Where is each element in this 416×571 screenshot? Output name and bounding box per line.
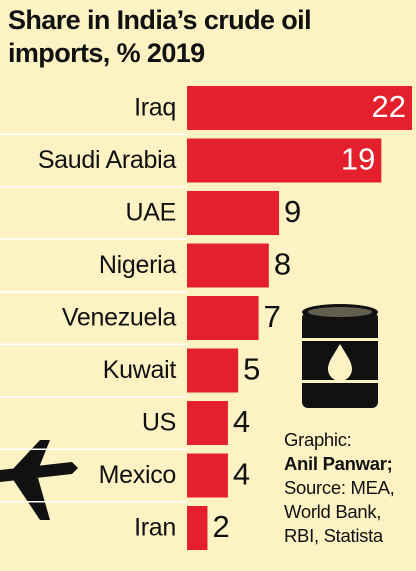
bar — [187, 401, 228, 445]
category-label: UAE — [125, 199, 176, 227]
value-label: 9 — [284, 194, 301, 229]
credit-label: Graphic: — [284, 429, 352, 450]
value-label: 4 — [233, 457, 250, 492]
bar — [187, 86, 412, 130]
category-label: Nigeria — [99, 251, 176, 279]
category-label: Kuwait — [103, 356, 177, 384]
bar — [187, 243, 269, 288]
bar — [187, 348, 239, 393]
value-label: 4 — [233, 404, 250, 439]
category-label: Saudi Arabia — [38, 146, 177, 174]
category-label: Venezuela — [62, 304, 176, 332]
credit: Graphic: Anil Panwar; Source: MEA, World… — [284, 428, 412, 548]
value-label: 8 — [274, 247, 291, 282]
value-label: 5 — [243, 352, 260, 387]
value-label: 2 — [212, 509, 229, 544]
bar — [187, 453, 228, 498]
category-label: Mexico — [99, 461, 176, 489]
credit-author: Anil Panwar; — [284, 453, 393, 474]
value-label: 22 — [372, 89, 406, 124]
plane-icon — [0, 440, 78, 520]
value-label: 19 — [341, 142, 375, 177]
chart-title: Share in India’s crude oil — [8, 5, 311, 35]
category-label: Iraq — [134, 94, 176, 122]
chart-title: imports, % 2019 — [8, 38, 205, 68]
category-label: Iran — [134, 514, 176, 542]
barrel-icon — [302, 304, 378, 408]
bar — [187, 138, 382, 183]
bar — [187, 296, 259, 340]
category-label: US — [142, 409, 176, 437]
bar — [187, 506, 208, 550]
credit-source: Source: MEA, World Bank, RBI, Statista — [284, 477, 395, 546]
bar — [187, 191, 280, 235]
value-label: 7 — [264, 299, 281, 334]
